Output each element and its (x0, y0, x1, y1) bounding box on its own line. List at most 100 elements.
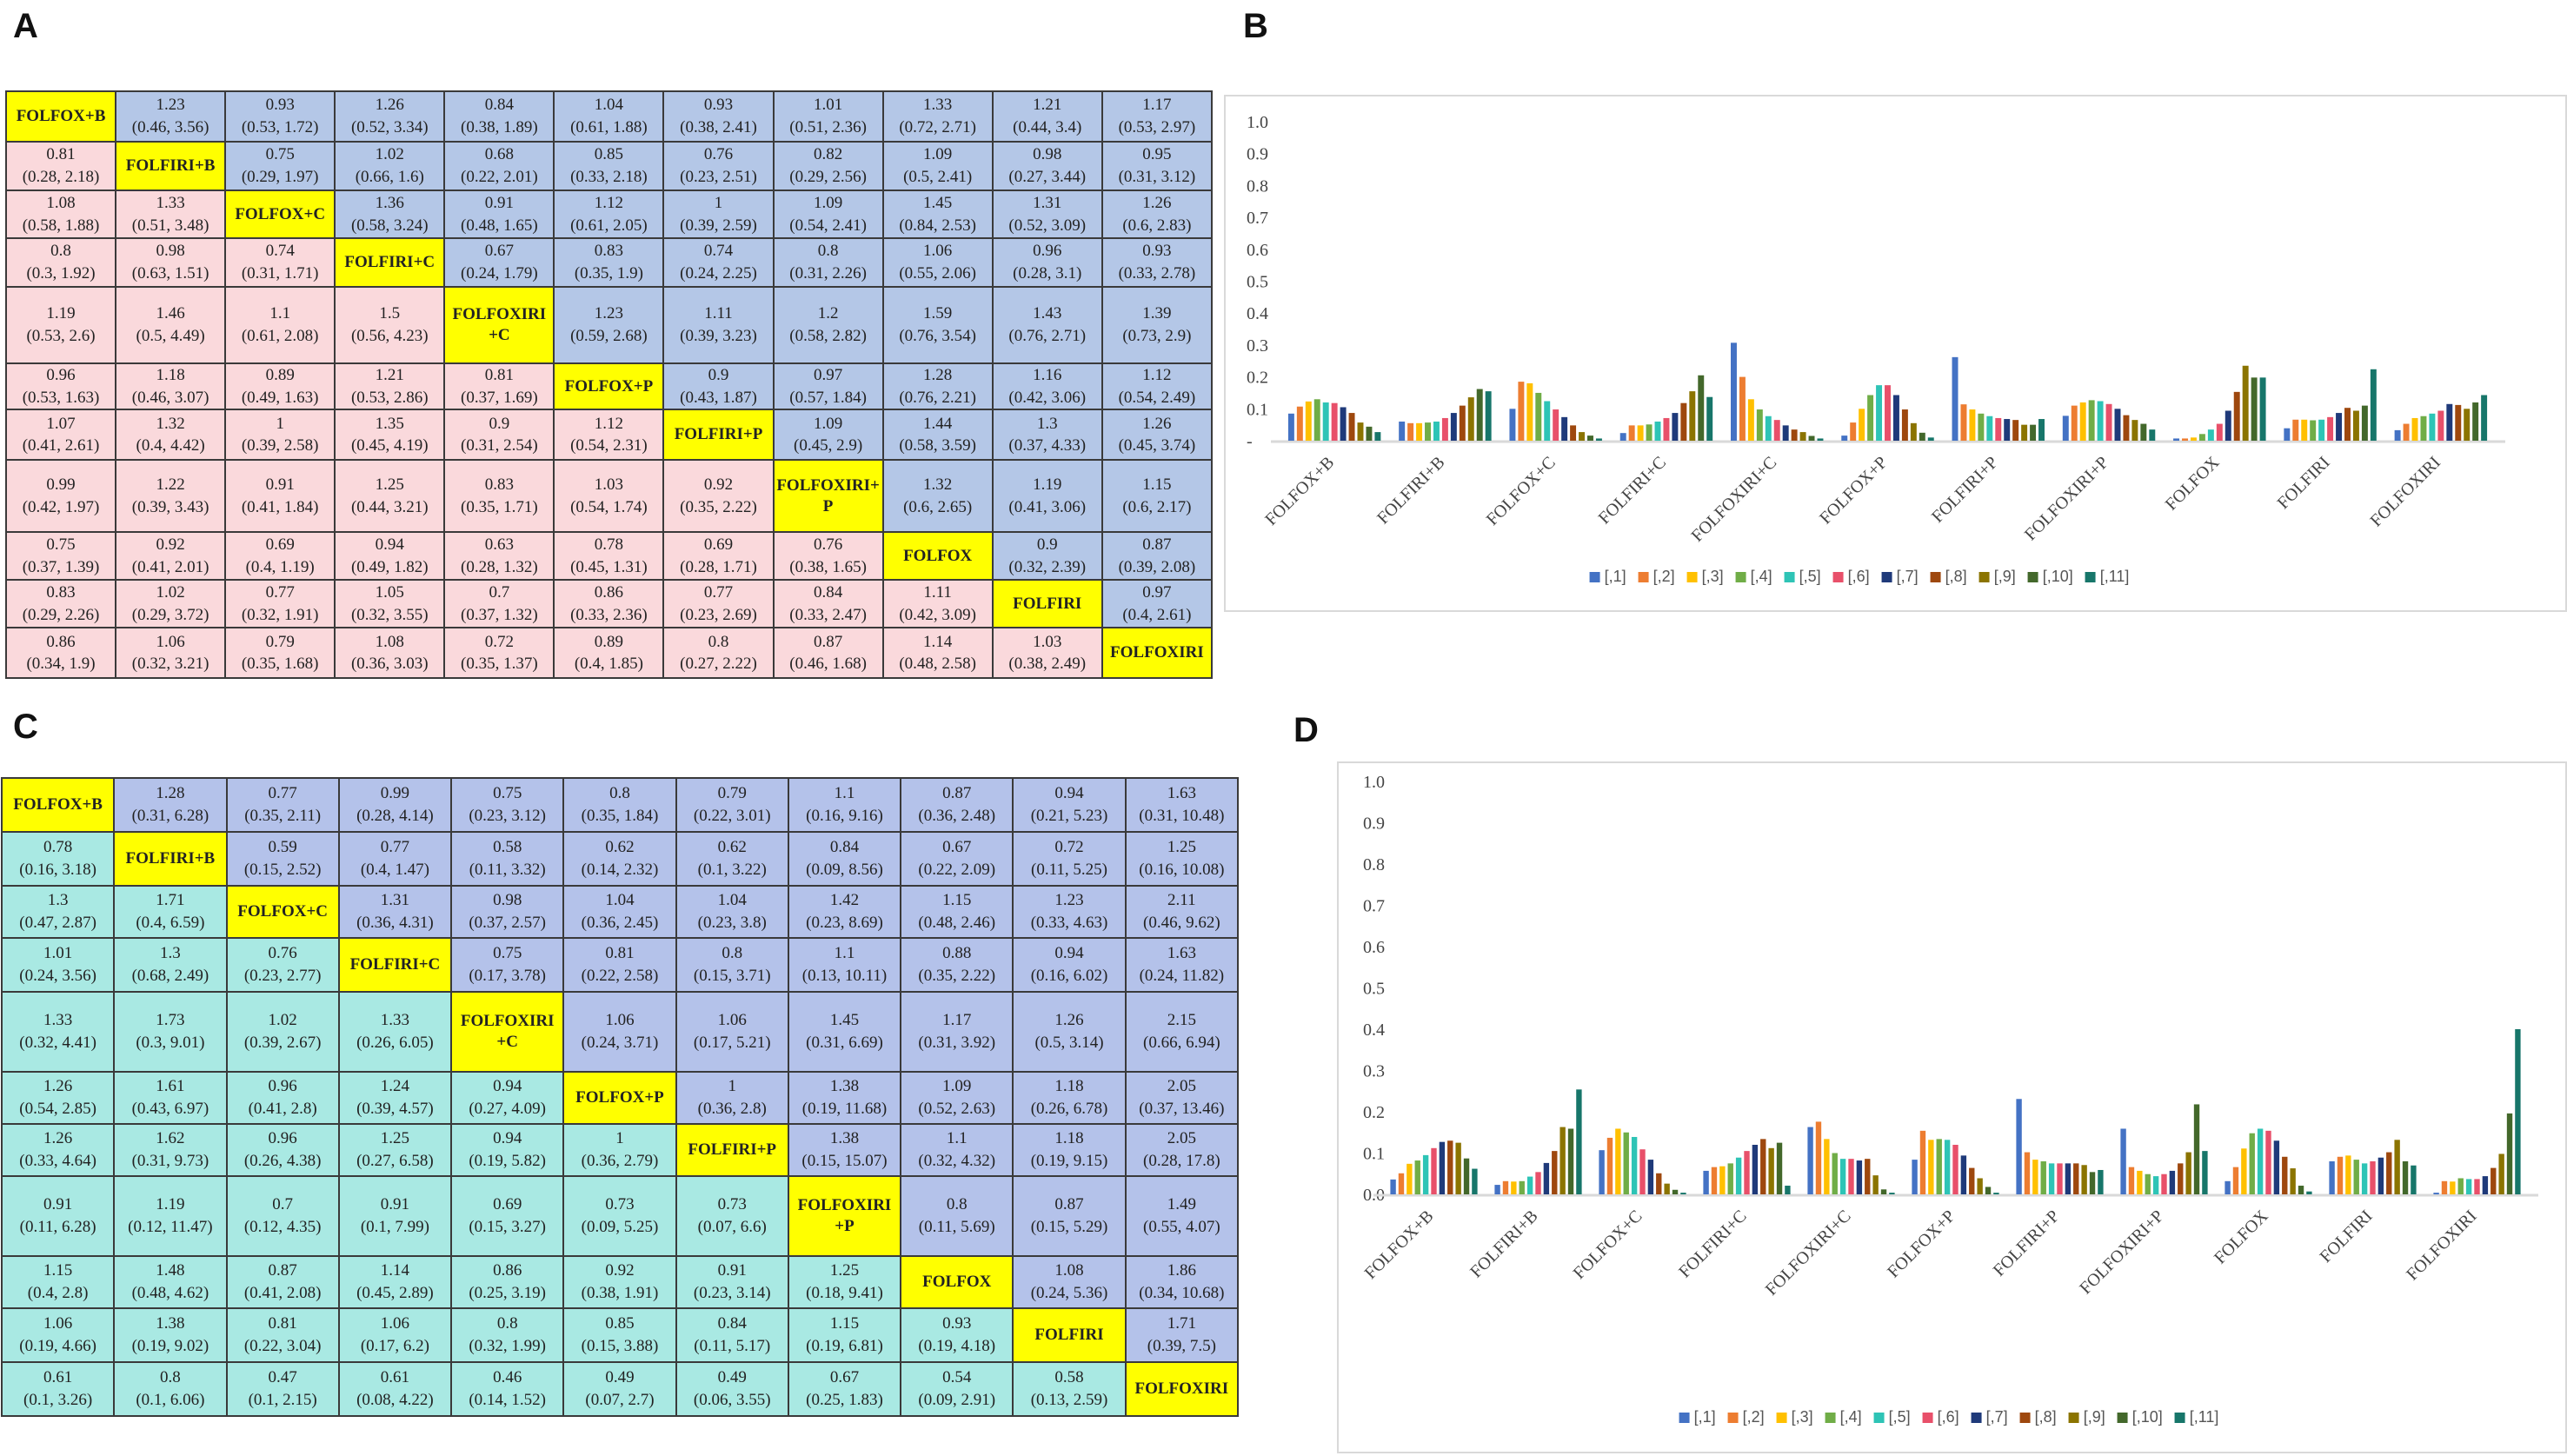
chart-d-svg: 0.00.10.20.30.40.50.60.70.80.91.0FOLFOX+… (1361, 773, 2538, 1300)
comparison-cell: 0.94 (0.19, 5.82) (450, 1123, 565, 1177)
confidence-interval: (0.1, 3.22) (697, 861, 767, 879)
bar-folfiri-plus-b-series-8 (1459, 405, 1466, 441)
estimate-value: 0.8 (817, 242, 839, 261)
estimate-value: 0.8 (946, 1195, 968, 1214)
legend-item: [,11] (2174, 1408, 2218, 1426)
confidence-interval: (0.17, 3.78) (469, 967, 547, 985)
comparison-cell: 0.49 (0.06, 3.55) (675, 1361, 789, 1417)
estimate-value: 0.98 (493, 891, 522, 910)
bar-folfiri-series-11 (2370, 369, 2377, 441)
confidence-interval: (0.22, 3.04) (243, 1337, 322, 1355)
estimate-value: 1.24 (380, 1077, 410, 1096)
bar-folfox-plus-b-series-11 (1374, 432, 1381, 441)
comparison-cell: 1.45 (0.84, 2.53) (881, 189, 994, 239)
comparison-cell: 0.54 (0.09, 2.91) (900, 1361, 1014, 1417)
estimate-value: 0.8 (50, 242, 71, 261)
chart-b-legend: [,1] [,2] [,3] [,4] [,5] [,6] [,7] [,8] [,9] [,10… (1589, 568, 2129, 586)
confidence-interval: (0.24, 3.56) (19, 967, 96, 985)
comparison-cell: 0.92 (0.41, 2.01) (115, 531, 227, 582)
estimate-value: 0.97 (1142, 583, 1172, 602)
bar-folfoxiri-plus-p-series-6 (2161, 1173, 2167, 1194)
confidence-interval: (0.53, 2.97) (1118, 118, 1196, 136)
legend-swatch-icon (2085, 571, 2096, 582)
estimate-value: 0.8 (609, 784, 630, 803)
legend-label: [,8] (2034, 1408, 2057, 1426)
confidence-interval: (0.32, 1.91) (241, 605, 319, 624)
estimate-value: 0.98 (156, 242, 185, 261)
bar-folfiri-plus-p-series-3 (1969, 409, 1976, 441)
bar-folfiri-plus-b-series-1 (1494, 1185, 1500, 1194)
comparison-cell: 1.04 (0.61, 1.88) (553, 90, 665, 143)
confidence-interval: (0.31, 10.48) (1139, 807, 1225, 825)
bar-folfoxiri-plus-c-series-6 (1848, 1159, 1854, 1194)
bar-folfiri-series-7 (2377, 1157, 2384, 1194)
comparison-cell: 1.43 (0.76, 2.71) (991, 286, 1103, 364)
comparison-cell: 0.93 (0.33, 2.78) (1101, 237, 1214, 288)
estimate-value: 0.49 (605, 1368, 635, 1387)
estimate-value: 1.08 (375, 632, 404, 651)
estimate-value: 1.03 (594, 475, 624, 495)
treatment-label: FOLFOX+P (553, 362, 665, 411)
bar-folfox-series-5 (2257, 1128, 2264, 1194)
confidence-interval: (0.15, 3.71) (693, 967, 771, 985)
comparison-cell: 1.01 (0.24, 3.56) (0, 937, 116, 993)
estimate-value: 1.5 (379, 304, 401, 323)
comparison-cell: 1.48 (0.48, 4.62) (113, 1255, 228, 1309)
comparison-cell: 0.9 (0.31, 2.54) (443, 409, 555, 462)
confidence-interval: (0.24, 1.79) (461, 264, 538, 283)
estimate-value: 0.67 (942, 838, 972, 857)
estimate-value: 0.7 (272, 1195, 294, 1214)
comparison-cell: 1.26 (0.6, 2.83) (1101, 189, 1214, 239)
confidence-interval: (0.4, 4.42) (136, 436, 205, 455)
comparison-cell: 0.86 (0.33, 2.36) (553, 579, 665, 629)
estimate-value: 0.69 (493, 1195, 522, 1214)
bar-folfox-plus-p-series-1 (1841, 435, 1848, 441)
treatment-label: FOLFOX+P (562, 1071, 677, 1125)
confidence-interval: (0.19, 4.66) (19, 1337, 96, 1355)
estimate-value: 0.83 (594, 242, 624, 261)
legend-label: [,7] (1985, 1408, 2008, 1426)
comparison-cell: 0.7 (0.12, 4.35) (225, 1175, 340, 1257)
confidence-interval: (0.37, 13.46) (1139, 1100, 1225, 1118)
comparison-cell: 1.06 (0.17, 6.2) (337, 1307, 453, 1363)
table-row: 1.3 (0.47, 2.87) 1.71 (0.4, 6.59) FOLFOX+C 1.… (0, 885, 1240, 939)
comparison-cell: 2.11 (0.46, 9.62) (1124, 885, 1240, 939)
comparison-cell: 1.59 (0.76, 3.54) (881, 286, 994, 364)
comparison-cell: 1.71 (0.39, 7.5) (1124, 1307, 1240, 1363)
estimate-value: 0.93 (703, 96, 734, 115)
bar-folfoxiri-plus-c-series-10 (1808, 435, 1815, 441)
estimate-value: 1.14 (923, 632, 953, 651)
confidence-interval: (0.47, 2.87) (19, 914, 96, 932)
legend-item: [,3] (1686, 568, 1724, 586)
comparison-cell: 0.9 (0.43, 1.87) (662, 362, 775, 411)
confidence-interval: (0.55, 2.06) (899, 264, 976, 283)
bar-folfox-plus-p-series-5 (1944, 1140, 1951, 1194)
confidence-interval: (0.41, 3.06) (1008, 497, 1087, 516)
estimate-value: 0.91 (484, 193, 514, 212)
estimate-value: 1.26 (1142, 414, 1172, 433)
bar-folfiri-plus-p-series-9 (2021, 424, 2028, 441)
comparison-cell: 1.61 (0.43, 6.97) (113, 1071, 228, 1125)
comparison-cell: 0.81 (0.28, 2.18) (4, 141, 117, 191)
comparison-cell: 1 (0.36, 2.79) (562, 1123, 677, 1177)
confidence-interval: (0.25, 1.83) (806, 1391, 883, 1409)
confidence-interval: (0.35, 1.71) (461, 497, 538, 516)
bar-folfox-series-9 (2290, 1168, 2296, 1194)
estimate-value: 0.83 (46, 583, 76, 602)
comparison-cell: 1.26 (0.52, 3.34) (334, 90, 446, 143)
legend-item: [,7] (1971, 1408, 2008, 1426)
estimate-value: 0.93 (1142, 242, 1172, 261)
treatment-label: FOLFIRI+C (337, 937, 453, 993)
estimate-value: 0.9 (1036, 535, 1058, 555)
comparison-cell: 0.91 (0.41, 1.84) (224, 459, 336, 534)
bar-folfoxiri-series-3 (2411, 417, 2418, 441)
confidence-interval: (0.23, 3.14) (693, 1284, 771, 1302)
bar-folfox-plus-b-series-2 (1398, 1173, 1405, 1194)
estimate-value: 1.15 (829, 1314, 860, 1333)
estimate-value: 1.48 (156, 1261, 185, 1280)
treatment-label: FOLFIRI+B (115, 141, 227, 191)
comparison-cell: 0.88 (0.35, 2.22) (900, 937, 1014, 993)
bar-folfoxiri-plus-c-series-7 (1856, 1160, 1863, 1194)
comparison-cell: 0.87 (0.39, 2.08) (1101, 531, 1214, 582)
bar-folfox-plus-b-series-4 (1414, 1160, 1420, 1194)
